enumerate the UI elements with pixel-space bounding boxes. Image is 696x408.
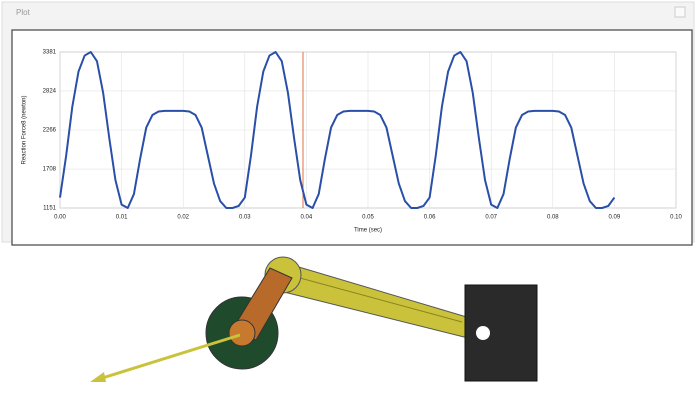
x-tick-label: 0.01 <box>116 215 128 221</box>
window-button[interactable] <box>675 7 685 17</box>
x-tick-label: 0.09 <box>609 215 621 221</box>
x-tick-label: 0.03 <box>239 215 251 221</box>
y-tick-label: 1708 <box>43 167 57 173</box>
y-tick-label: 1151 <box>43 206 57 212</box>
window-title: Plot <box>16 8 31 17</box>
x-tick-label: 0.05 <box>362 215 374 221</box>
y-axis-label: Reaction Force8 (newton) <box>22 95 28 164</box>
x-tick-label: 0.07 <box>485 215 497 221</box>
piston-pin <box>476 326 490 340</box>
x-tick-label: 0.00 <box>54 215 66 221</box>
x-axis-label: Time (sec) <box>354 228 382 234</box>
x-tick-label: 0.06 <box>424 215 436 221</box>
x-tick-label: 0.04 <box>301 215 313 221</box>
crank-hub <box>229 320 255 346</box>
y-tick-label: 2824 <box>43 89 57 95</box>
x-tick-label: 0.08 <box>547 215 559 221</box>
piston <box>465 285 537 381</box>
x-tick-label: 0.02 <box>177 215 189 221</box>
chart: 1151 1708 2266 2824 3381 0.00 0.01 0.02 0.03 0.04… <box>22 50 683 234</box>
y-tick-label: 3381 <box>43 50 57 56</box>
app-window: Plot 1151 1708 2266 2824 3381 0.00 0.01 0.02 0.0… <box>0 0 696 403</box>
y-tick-label: 2266 <box>43 128 57 134</box>
x-tick-label: 0.10 <box>670 215 682 221</box>
